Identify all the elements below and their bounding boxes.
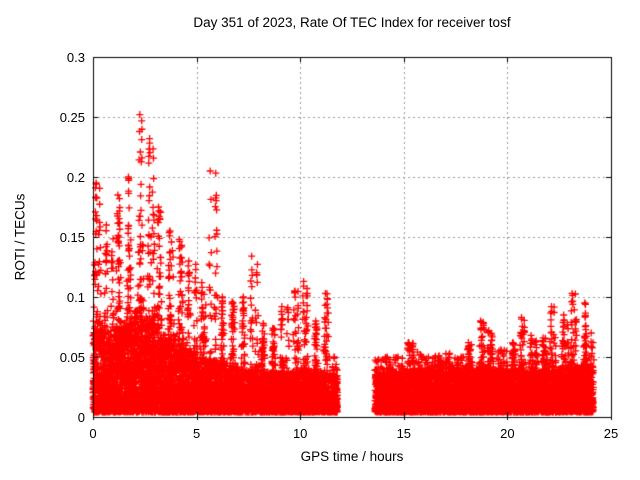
y-tick-label: 0.3 (66, 50, 85, 65)
x-tick-label: 10 (292, 426, 308, 441)
x-tick-label: 25 (603, 426, 619, 441)
y-tick-label: 0 (77, 410, 85, 425)
y-tick-label: 0.1 (66, 290, 85, 305)
y-tick-label: 0.05 (59, 350, 85, 365)
x-tick-label: 20 (500, 426, 515, 441)
x-axis-label: GPS time / hours (300, 449, 404, 464)
x-tick-label: 5 (192, 426, 201, 441)
y-tick-label: 0.15 (59, 230, 85, 245)
x-tick-label: 15 (396, 426, 412, 441)
y-tick-label: 0.2 (66, 170, 85, 185)
y-tick-label: 0.25 (59, 110, 85, 125)
x-tick-label: 0 (89, 426, 97, 441)
chart-title: Day 351 of 2023, Rate Of TEC Index for r… (193, 15, 511, 30)
